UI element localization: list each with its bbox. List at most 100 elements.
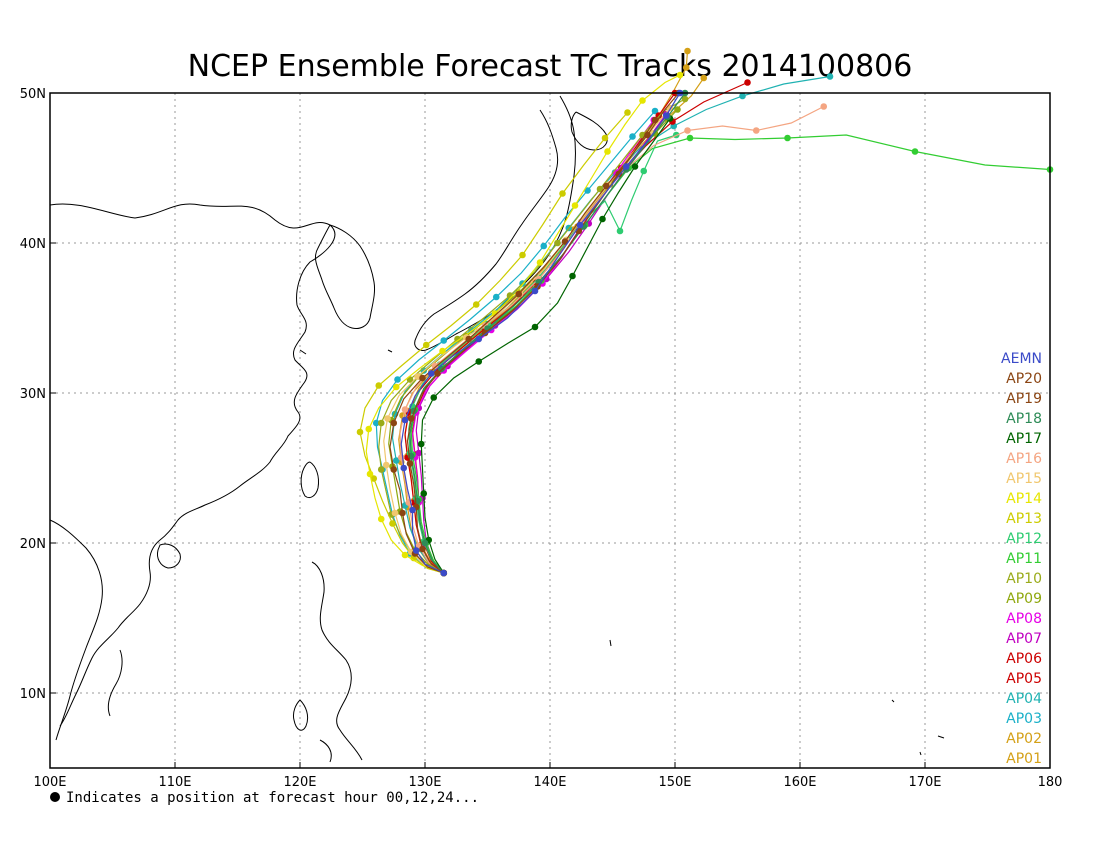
y-axis: 10N 20N 30N 40N 50N bbox=[20, 87, 56, 702]
track-point bbox=[826, 73, 834, 80]
legend-item-ap02: AP02 bbox=[1006, 731, 1042, 747]
track-point bbox=[421, 539, 429, 547]
track-point bbox=[599, 215, 606, 223]
track-point bbox=[440, 569, 448, 577]
track-point bbox=[397, 454, 405, 461]
track-aemn bbox=[400, 89, 684, 577]
track-point bbox=[616, 227, 624, 235]
track-point bbox=[409, 506, 416, 514]
track-point bbox=[622, 163, 630, 170]
track-point bbox=[407, 415, 415, 422]
track-point bbox=[401, 551, 409, 559]
track-ap12 bbox=[406, 131, 680, 577]
legend-item-ap10: AP10 bbox=[1006, 571, 1042, 587]
y-tick-label: 40N bbox=[20, 237, 46, 252]
legend-item-ap08: AP08 bbox=[1006, 611, 1042, 627]
track-point bbox=[394, 376, 401, 383]
footnote-dot-icon bbox=[50, 792, 60, 802]
track-point bbox=[662, 112, 670, 119]
track-point bbox=[431, 362, 439, 370]
track-point bbox=[372, 419, 380, 427]
track-ap20 bbox=[389, 89, 683, 577]
track-line bbox=[410, 134, 1051, 574]
track-point bbox=[604, 148, 611, 155]
legend-item-ap17: AP17 bbox=[1006, 431, 1042, 447]
track-point bbox=[430, 394, 438, 401]
x-tick-label: 140E bbox=[533, 775, 566, 790]
track-point bbox=[640, 167, 648, 175]
track-point bbox=[406, 460, 414, 467]
track-point bbox=[390, 419, 398, 427]
track-point bbox=[744, 79, 751, 86]
chart-title: NCEP Ensemble Forecast TC Tracks 2014100… bbox=[188, 49, 913, 84]
track-point bbox=[569, 272, 576, 280]
track-point bbox=[475, 358, 483, 365]
track-point bbox=[377, 419, 385, 427]
track-point bbox=[584, 187, 591, 194]
track-point bbox=[684, 47, 691, 55]
x-axis: 100E 110E 120E 130E 140E 150E 160E 170E 180 bbox=[33, 762, 1062, 790]
track-series bbox=[356, 47, 1054, 577]
legend-item-ap12: AP12 bbox=[1006, 531, 1042, 547]
coastline-asia-mainland bbox=[49, 203, 336, 727]
track-ap11 bbox=[409, 134, 1054, 577]
track-point bbox=[481, 329, 489, 337]
track-point bbox=[651, 107, 659, 115]
track-ap13 bbox=[356, 109, 631, 577]
coastline-indochina bbox=[49, 519, 123, 741]
track-line bbox=[359, 112, 628, 574]
coastline-taiwan bbox=[300, 461, 319, 499]
track-point bbox=[454, 335, 461, 343]
track-point bbox=[401, 406, 409, 413]
coastline-hainan bbox=[157, 543, 181, 569]
track-point bbox=[414, 373, 421, 380]
legend-item-ap04: AP04 bbox=[1006, 691, 1042, 707]
track-point bbox=[561, 238, 569, 245]
track-ap02 bbox=[397, 47, 691, 577]
track-point bbox=[399, 509, 406, 517]
track-point bbox=[519, 251, 526, 259]
track-point bbox=[392, 457, 400, 464]
track-point bbox=[382, 461, 390, 469]
track-line bbox=[388, 109, 678, 574]
track-point bbox=[639, 97, 646, 104]
y-tick-label: 50N bbox=[20, 87, 46, 102]
x-tick-label: 100E bbox=[33, 775, 66, 790]
track-point bbox=[377, 466, 385, 473]
track-point bbox=[366, 470, 374, 478]
legend-item-ap18: AP18 bbox=[1006, 411, 1042, 427]
legend-item-ap01: AP01 bbox=[1006, 751, 1042, 767]
track-point bbox=[536, 259, 544, 266]
track-point bbox=[401, 416, 409, 424]
track-point bbox=[684, 127, 691, 134]
track-point bbox=[596, 185, 604, 193]
track-point bbox=[624, 109, 631, 116]
track-point bbox=[644, 131, 651, 139]
track-point bbox=[820, 103, 828, 110]
track-point bbox=[739, 92, 746, 100]
track-point bbox=[601, 134, 609, 142]
track-point bbox=[419, 545, 426, 553]
track-point bbox=[784, 134, 791, 142]
y-tick-label: 10N bbox=[20, 687, 46, 702]
track-point bbox=[434, 370, 441, 377]
coastline-philippines bbox=[293, 561, 363, 763]
track-line bbox=[420, 118, 671, 574]
track-point bbox=[540, 242, 548, 250]
track-line bbox=[404, 77, 705, 574]
track-point bbox=[492, 293, 500, 301]
legend-item-ap03: AP03 bbox=[1006, 711, 1042, 727]
track-point bbox=[389, 520, 396, 527]
track-point bbox=[911, 148, 919, 155]
gridlines bbox=[50, 93, 1050, 768]
track-line bbox=[391, 75, 831, 574]
legend-item-ap07: AP07 bbox=[1006, 631, 1042, 647]
track-point bbox=[439, 347, 446, 355]
track-point bbox=[390, 466, 398, 473]
track-point bbox=[370, 475, 378, 482]
y-tick-label: 20N bbox=[20, 537, 46, 552]
track-point bbox=[602, 182, 610, 190]
track-point bbox=[377, 515, 385, 523]
x-tick-label: 150E bbox=[658, 775, 691, 790]
track-point bbox=[392, 383, 400, 391]
